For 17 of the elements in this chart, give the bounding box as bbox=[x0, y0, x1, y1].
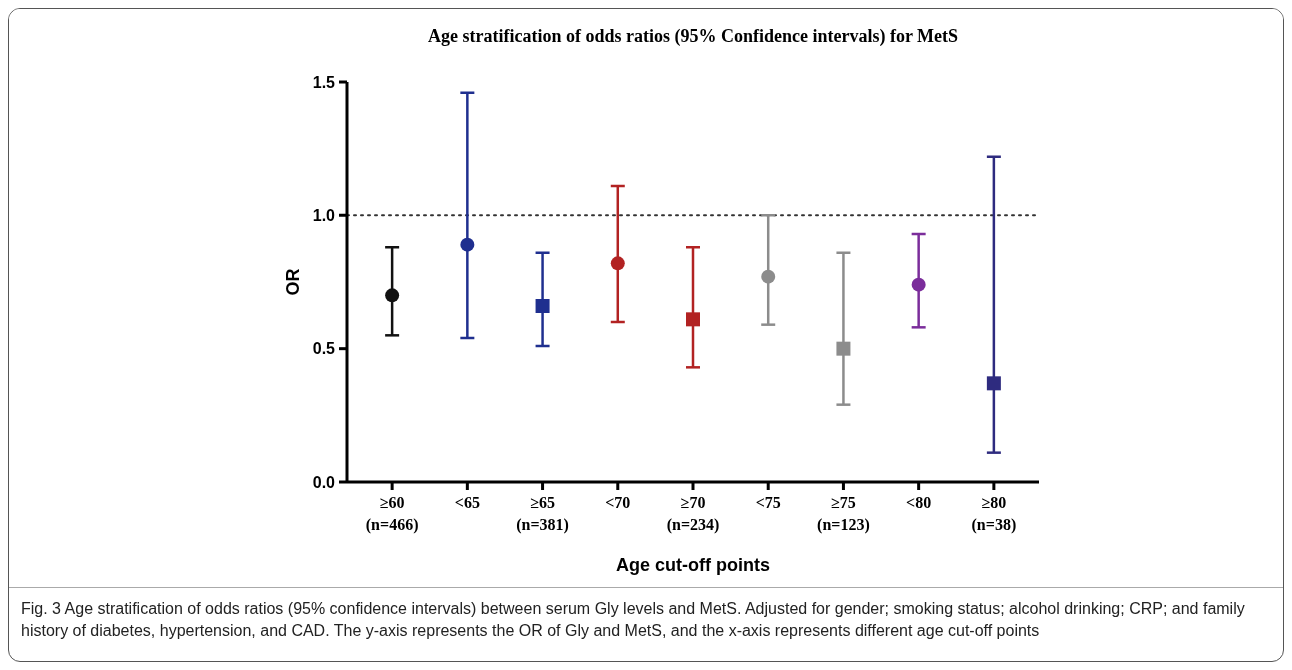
x-tick-label: ≥80 (n=38) bbox=[971, 494, 1017, 534]
y-tick-label: 1.5 bbox=[312, 73, 336, 91]
x-tick-label: <70 bbox=[605, 494, 631, 511]
y-axis-title: OR bbox=[283, 268, 303, 296]
y-tick-label: 1.0 bbox=[312, 206, 336, 224]
chart-title: Age stratification of odds ratios (95% Confidence intervals) for MetS bbox=[427, 26, 959, 47]
x-tick-label: ≥75 (n=123) bbox=[817, 494, 870, 534]
y-tick-label: 0.5 bbox=[312, 340, 336, 358]
caption: Fig. 3 Age stratification of odds ratios (95% confidence intervals) between serum Gly levels and MetS. Adjusted for gender; smoking status; alcohol drinking; CRP; and family history of diabetes, hypertension, and CAD. The y-axis represents the OR of Gly and MetS, and the x-axis represents different age cut-off points bbox=[21, 599, 1246, 641]
x-tick-label: <75 bbox=[755, 494, 781, 511]
x-tick-label: ≥65 (n=381) bbox=[516, 494, 569, 534]
x-axis-title: Age cut-off points bbox=[616, 555, 770, 575]
y-tick-label: 0.0 bbox=[312, 473, 336, 491]
x-tick-label: <80 bbox=[906, 494, 932, 511]
x-tick-label: <65 bbox=[454, 494, 480, 511]
x-tick-label: ≥60 (n=466) bbox=[365, 494, 419, 534]
x-tick-label: ≥70 (n=234) bbox=[666, 494, 720, 534]
